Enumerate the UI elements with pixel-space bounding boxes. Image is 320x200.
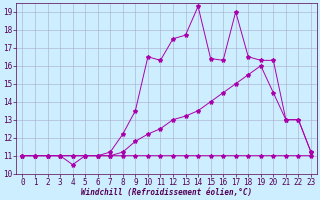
X-axis label: Windchill (Refroidissement éolien,°C): Windchill (Refroidissement éolien,°C)	[81, 188, 252, 197]
